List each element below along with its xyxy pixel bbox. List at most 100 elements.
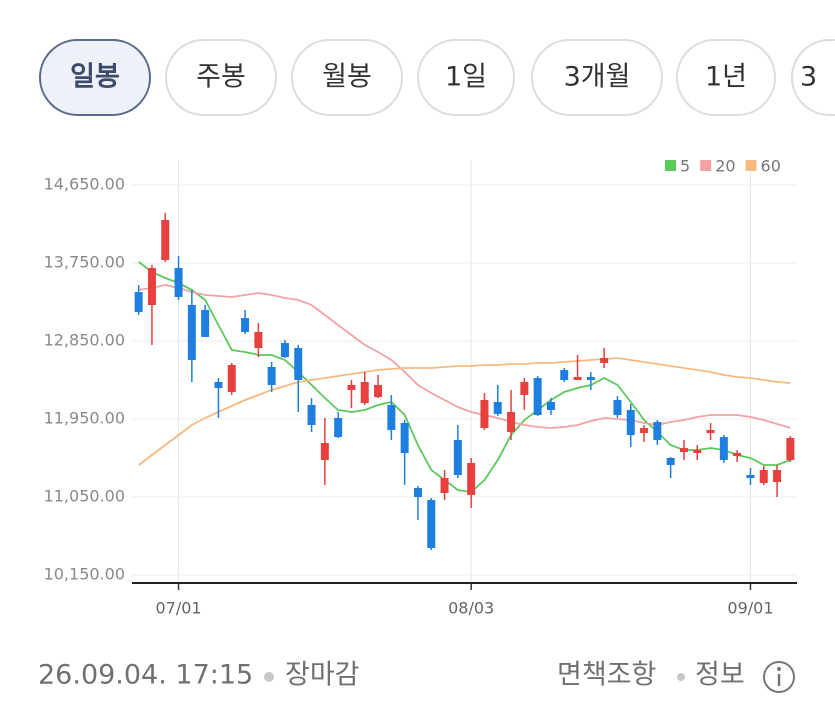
candle-body — [666, 458, 675, 466]
tab-pill — [676, 39, 776, 116]
legend-label: 5 — [680, 157, 690, 176]
separator-dot — [677, 673, 685, 681]
y-tick-label: 10,150.00 — [44, 565, 125, 584]
candle-body — [746, 474, 755, 479]
candle-body — [706, 430, 715, 434]
legend-label: 60 — [761, 157, 781, 176]
candle-body — [174, 268, 183, 297]
tab-pill — [531, 39, 663, 116]
candle-body — [786, 437, 795, 461]
candle-body — [533, 378, 542, 416]
info-icon[interactable] — [763, 661, 795, 693]
legend-swatch — [700, 160, 712, 171]
candle-body — [360, 381, 369, 403]
candle-body — [733, 452, 742, 457]
tab-pill — [165, 39, 277, 116]
candle-body — [201, 309, 210, 338]
candle-body — [640, 428, 649, 434]
market-status: 장마감 — [285, 660, 360, 691]
ma-line — [138, 284, 791, 429]
candle-body — [347, 385, 356, 390]
tab-label: 일봉 — [70, 62, 120, 93]
candle-body — [161, 219, 170, 260]
candle-body — [427, 500, 436, 548]
tab-label: 3 — [800, 62, 817, 93]
y-tick-label: 11,050.00 — [44, 487, 125, 506]
y-tick-label: 11,950.00 — [44, 409, 125, 428]
footer: 26.09.04. 17:15 장마감 면책조항 정보 — [38, 660, 795, 693]
candle-body — [440, 478, 449, 494]
candle-body — [613, 400, 622, 416]
tab[interactable]: 일봉 — [39, 39, 151, 116]
chart: 10,150.00 11,050.00 11,950.00 12,850.00 13,7… — [44, 157, 797, 618]
candle-body — [626, 409, 635, 436]
tab-label: 주봉 — [196, 62, 246, 93]
candle-body — [387, 404, 396, 431]
candle-body — [480, 400, 489, 429]
candle-body — [773, 469, 782, 483]
candle-body — [507, 411, 516, 433]
x-tick-label: 08/03 — [448, 599, 494, 618]
tab-label: 3개월 — [564, 62, 631, 93]
candle-body — [147, 268, 156, 306]
candle-body — [413, 487, 422, 498]
info-link[interactable]: 정보 — [695, 660, 745, 691]
candle-body — [294, 348, 303, 380]
y-tick-label: 13,750.00 — [44, 252, 125, 271]
x-tick-label: 07/01 — [155, 599, 201, 618]
tab-pill — [791, 39, 835, 116]
tab-label: 1일 — [445, 62, 487, 93]
candle-body — [653, 422, 662, 440]
separator-dot — [264, 672, 274, 682]
candle-body — [573, 376, 582, 380]
candle-body — [267, 366, 276, 386]
tab-label: 월봉 — [322, 62, 372, 93]
candle-body — [214, 381, 223, 388]
tab[interactable]: 3 — [791, 39, 835, 116]
candle-body — [400, 422, 409, 453]
legend-swatch — [745, 160, 757, 171]
candle-body — [227, 364, 236, 392]
candle-body — [560, 370, 569, 380]
tab-pill — [39, 39, 151, 116]
tab-pill — [291, 39, 403, 116]
candle-body — [307, 404, 316, 425]
tab[interactable]: 1일 — [417, 39, 515, 116]
candle-body — [280, 342, 289, 358]
y-tick-label: 14,650.00 — [44, 174, 125, 193]
legend-label: 20 — [715, 157, 735, 176]
candle-body — [374, 385, 383, 397]
candle-body — [520, 381, 529, 395]
tab[interactable]: 3개월 — [531, 39, 663, 116]
candle-body — [187, 305, 196, 360]
x-tick-label: 09/01 — [727, 599, 773, 618]
y-tick-label: 12,850.00 — [44, 330, 125, 349]
candle-body — [334, 417, 343, 438]
candle-body — [586, 376, 595, 380]
candle-body — [600, 357, 609, 364]
candle-body — [546, 402, 555, 410]
candle-body — [467, 463, 476, 496]
candle-body — [453, 439, 462, 475]
candle-body — [759, 469, 768, 483]
legend-swatch — [665, 160, 676, 171]
candle-body — [254, 331, 263, 349]
disclaimer-link[interactable]: 면책조항 — [557, 660, 656, 691]
timestamp: 26.09.04. 17:15 — [38, 660, 253, 691]
tab-pill — [417, 39, 515, 116]
tab[interactable]: 주봉 — [165, 39, 277, 116]
candle-body — [320, 443, 329, 461]
ma-line — [138, 357, 791, 466]
tab-bar: 일봉 주봉 월봉 1일 3개월 1년 3 — [39, 39, 835, 116]
candle-body — [134, 292, 143, 312]
candle-body — [719, 437, 728, 461]
tab-label: 1년 — [705, 62, 747, 93]
candle-body — [493, 402, 502, 414]
tab[interactable]: 1년 — [676, 39, 776, 116]
candle-body — [679, 448, 688, 453]
candle-body — [241, 318, 250, 332]
candle-body — [693, 450, 702, 453]
tab[interactable]: 월봉 — [291, 39, 403, 116]
